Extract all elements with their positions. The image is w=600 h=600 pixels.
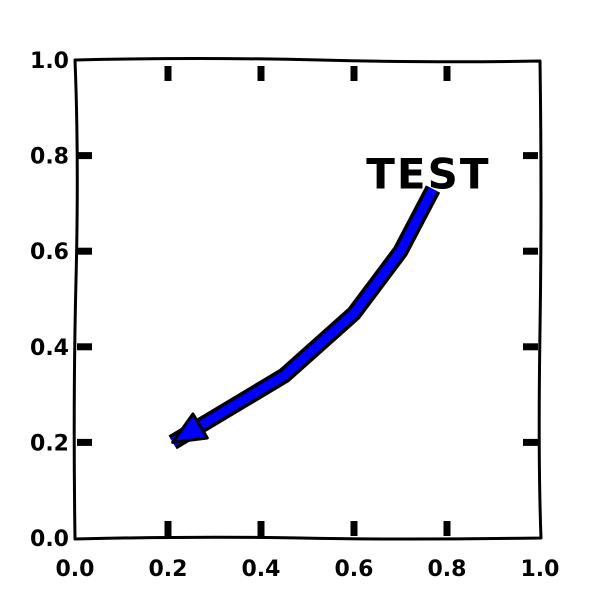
x-tick-label: 0.4 xyxy=(242,557,281,582)
annotation-layer: TEST xyxy=(168,150,490,450)
y-tick-label: 1.0 xyxy=(30,49,69,74)
x-tick-labels: 0.0 0.2 0.4 0.6 0.8 1.0 xyxy=(56,557,560,582)
y-tick-labels: 0.0 0.2 0.4 0.6 0.8 1.0 xyxy=(30,49,69,552)
x-tick-label: 0.2 xyxy=(149,557,188,582)
arrow-shaft-0 xyxy=(170,186,438,447)
y-tick-label: 0.8 xyxy=(30,145,69,170)
y-tick-label: 0.2 xyxy=(30,431,69,456)
x-tick-label: 1.0 xyxy=(521,557,560,582)
y-tick-label: 0.6 xyxy=(30,240,69,265)
y-tick-label: 0.4 xyxy=(30,336,69,361)
plot-area xyxy=(75,60,540,538)
arrow-head-0 xyxy=(171,412,209,444)
x-tick-label: 0.0 xyxy=(56,557,95,582)
x-tick-label: 0.6 xyxy=(335,557,374,582)
plot-frame xyxy=(72,57,543,541)
y-tick-label: 0.0 xyxy=(30,527,69,552)
tick-marks xyxy=(77,66,538,536)
x-tick-label: 0.8 xyxy=(428,557,467,582)
annotation-label: TEST xyxy=(366,150,490,199)
